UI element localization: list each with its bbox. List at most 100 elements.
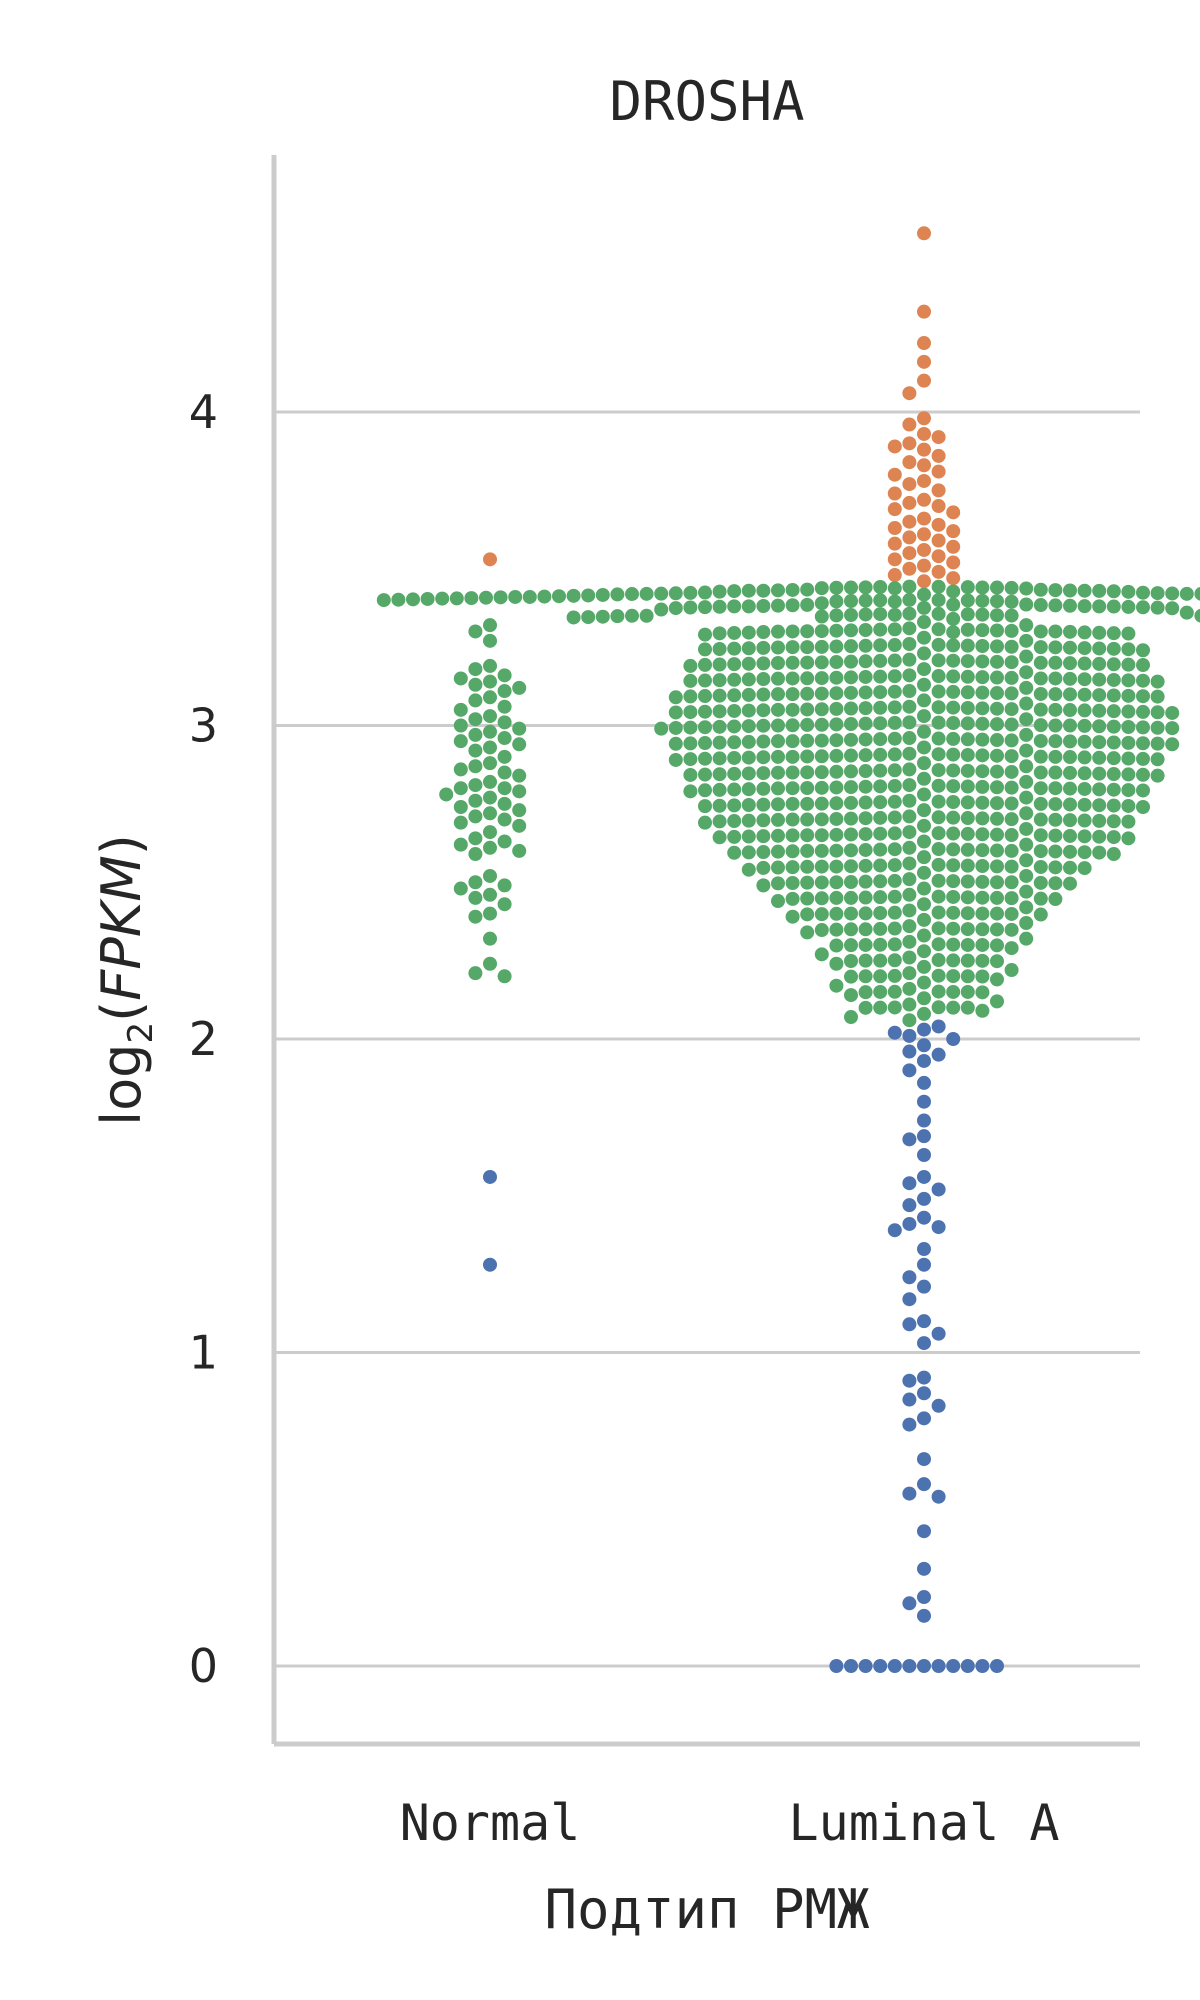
data-point-normal-26: [483, 740, 497, 755]
data-point-luminal-a-341: [683, 689, 698, 704]
data-point-luminal-a-522: [946, 779, 961, 794]
data-point-luminal-a-145: [1092, 599, 1107, 614]
data-point-luminal-a-351: [960, 700, 975, 715]
data-point-luminal-a-256: [990, 654, 1004, 669]
data-point-luminal-a-325: [800, 686, 815, 701]
data-point-luminal-a-728: [1033, 891, 1048, 906]
data-point-luminal-a-133: [814, 596, 829, 611]
data-point-luminal-a-190: [960, 622, 975, 637]
data-point-luminal-a-422: [960, 732, 975, 747]
data-point-luminal-a-619: [975, 827, 990, 842]
data-point-luminal-a-871: [917, 1477, 931, 1492]
data-point-luminal-a-335: [727, 688, 742, 703]
data-point-luminal-a-144: [741, 599, 756, 614]
data-point-normal-47: [497, 812, 512, 827]
data-point-normal-56: [468, 847, 483, 862]
data-point-luminal-a-16: [931, 464, 946, 479]
data-point-luminal-a-109: [464, 591, 479, 606]
data-point-luminal-a-583: [931, 810, 946, 825]
data-point-luminal-a-148: [712, 599, 727, 614]
data-point-luminal-a-269: [1092, 656, 1107, 671]
data-point-luminal-a-344: [917, 693, 931, 708]
data-point-luminal-a-321: [990, 686, 1004, 701]
data-point-luminal-a-353: [975, 701, 990, 716]
data-point-luminal-a-494: [844, 764, 858, 779]
data-point-luminal-a-818: [902, 997, 917, 1012]
data-point-luminal-a-541: [1092, 782, 1107, 797]
data-point-luminal-a-130: [829, 594, 844, 609]
data-point-luminal-a-816: [917, 991, 931, 1006]
data-point-luminal-a-847: [931, 1182, 946, 1197]
data-point-luminal-a-207: [741, 625, 756, 640]
data-point-luminal-a-884: [873, 1659, 888, 1673]
data-point-luminal-a-41: [946, 555, 961, 570]
data-point-normal-48: [453, 815, 468, 830]
data-point-luminal-a-732: [917, 897, 931, 912]
data-point-luminal-a-151: [1136, 600, 1150, 615]
data-point-luminal-a-349: [946, 700, 961, 715]
data-point-luminal-a-280: [931, 669, 946, 684]
data-point-luminal-a-696: [873, 874, 888, 889]
data-point-luminal-a-462: [829, 748, 844, 763]
data-point-luminal-a-380: [1019, 712, 1034, 727]
series-luminal-a: [376, 226, 1200, 1673]
data-point-luminal-a-297: [1063, 671, 1077, 686]
data-point-luminal-a-707: [785, 876, 800, 891]
data-point-luminal-a-548: [683, 784, 698, 799]
data-point-luminal-a-302: [727, 672, 742, 687]
data-point-luminal-a-340: [1136, 689, 1150, 704]
data-point-luminal-a-336: [1106, 688, 1121, 703]
data-point-luminal-a-678: [829, 859, 844, 874]
data-point-luminal-a-615: [946, 826, 961, 841]
data-point-luminal-a-253: [858, 654, 873, 669]
data-point-normal-15: [453, 702, 468, 717]
data-point-luminal-a-639: [917, 834, 931, 849]
data-point-normal-29: [483, 756, 497, 771]
data-point-luminal-a-758: [858, 922, 873, 937]
data-point-luminal-a-196: [1004, 623, 1019, 638]
data-point-luminal-a-531: [814, 780, 829, 795]
data-point-luminal-a-836: [931, 1047, 946, 1062]
data-point-luminal-a-36: [946, 539, 961, 554]
data-point-luminal-a-316: [873, 685, 888, 700]
data-point-luminal-a-868: [917, 1411, 931, 1426]
data-point-luminal-a-668: [902, 856, 917, 871]
data-point-luminal-a-86: [625, 587, 639, 602]
data-point-luminal-a-113: [435, 591, 450, 606]
data-point-luminal-a-537: [1063, 781, 1077, 796]
data-point-luminal-a-623: [1004, 828, 1019, 843]
data-point-luminal-a-672: [873, 858, 888, 873]
data-point-normal-38: [512, 784, 527, 799]
data-point-luminal-a-845: [917, 1169, 931, 1184]
data-point-luminal-a-126: [858, 593, 873, 608]
data-point-luminal-a-44: [931, 564, 946, 579]
data-point-luminal-a-241: [712, 642, 727, 657]
data-point-luminal-a-409: [1136, 720, 1150, 735]
data-point-luminal-a-766: [917, 928, 931, 943]
data-point-luminal-a-233: [771, 640, 785, 655]
data-point-luminal-a-739: [960, 906, 975, 921]
data-point-luminal-a-275: [1136, 658, 1150, 673]
data-point-luminal-a-343: [668, 690, 683, 705]
data-point-luminal-a-323: [1004, 686, 1019, 701]
data-point-luminal-a-625: [800, 828, 815, 843]
data-point-luminal-a-855: [917, 1257, 931, 1272]
data-point-luminal-a-725: [1004, 891, 1019, 906]
data-point-luminal-a-373: [698, 704, 712, 719]
data-point-luminal-a-482: [1150, 752, 1165, 767]
data-point-luminal-a-632: [1077, 829, 1092, 844]
y-axis-label-prefix: log: [90, 1044, 153, 1126]
data-point-luminal-a-887: [975, 1659, 990, 1673]
data-point-luminal-a-708: [1048, 876, 1063, 891]
data-point-luminal-a-540: [741, 782, 756, 797]
data-point-luminal-a-577: [1121, 798, 1136, 813]
data-point-luminal-a-460: [844, 748, 858, 763]
data-point-luminal-a-850: [917, 1210, 931, 1225]
data-point-luminal-a-729: [785, 891, 800, 906]
data-point-luminal-a-304: [712, 673, 727, 688]
data-point-luminal-a-776: [844, 938, 858, 953]
data-point-luminal-a-232: [1048, 640, 1063, 655]
data-point-luminal-a-445: [1136, 736, 1150, 751]
data-point-luminal-a-294: [785, 671, 800, 686]
data-point-luminal-a-78: [683, 585, 698, 600]
